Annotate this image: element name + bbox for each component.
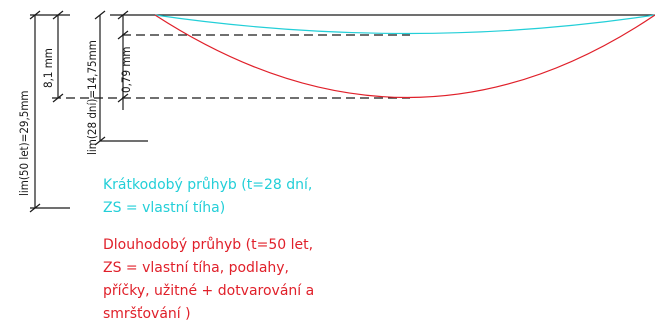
legend-long-term: Dlouhodobý průhyb (t=50 let, ZS = vlastn… [103,237,314,322]
dimension-8-1: 8,1 mm [41,10,64,103]
dimension-lim-28: lim(28 dní)=14,75mm [85,10,148,155]
dimension-lim-50: lim(50 let)=29,5mm [17,10,70,213]
legend-short-term: Krátkodobý průhyb (t=28 dní, ZS = vlastn… [103,177,312,216]
tick-mark [29,10,41,20]
legend-long-term-line-3: příčky, užitné + dotvarování a [103,283,314,299]
legend-long-term-line-1: Dlouhodobý průhyb (t=50 let, [103,237,313,253]
dimension-label-8-1: 8,1 mm [41,48,55,88]
dimension-label-lim-28: lim(28 dní)=14,75mm [85,40,99,155]
legend-short-term-line-2: ZS = vlastní tíha) [103,200,225,216]
dimension-label-lim-50: lim(50 let)=29,5mm [17,90,31,196]
legend-short-term-line-1: Krátkodobý průhyb (t=28 dní, [103,177,312,193]
tick-mark [52,10,64,20]
legend-long-term-line-2: ZS = vlastní tíha, podlahy, [103,260,289,276]
dimension-0-79: 0,79 mm [110,10,155,110]
tick-mark [117,10,129,20]
tick-mark [29,203,41,213]
short-term-deflection-curve [154,14,655,35]
tick-mark [94,10,106,20]
dimension-label-0-79: 0,79 mm [119,47,133,93]
long-term-deflection-curve [154,14,655,99]
legend-long-term-line-4: smršťování ) [103,306,191,322]
